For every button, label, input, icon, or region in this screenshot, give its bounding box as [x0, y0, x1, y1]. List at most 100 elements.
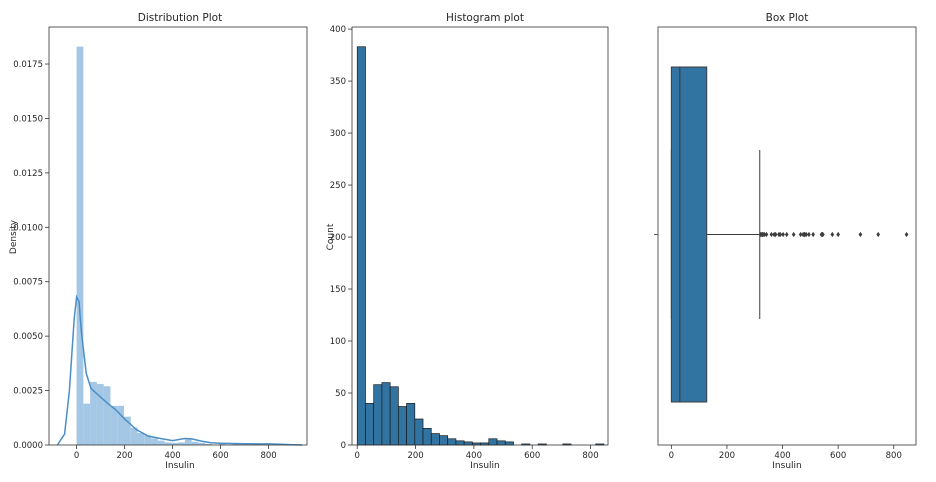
outlier-point — [769, 231, 774, 238]
outlier-point — [798, 231, 803, 238]
density-bar — [123, 416, 131, 445]
histogram-bar — [447, 438, 457, 446]
outlier-point — [781, 231, 785, 238]
iqr-box — [670, 66, 708, 403]
histogram-bar — [488, 438, 498, 446]
y-tick-label: 250 — [330, 181, 346, 191]
density-bar — [184, 439, 192, 445]
histogram-bar — [422, 428, 432, 446]
density-bar — [198, 442, 206, 445]
distribution-plot-ylabel: Density — [9, 219, 19, 254]
density-bar — [205, 443, 212, 445]
density-bar — [191, 441, 199, 445]
x-tick-label: 600 — [524, 451, 540, 461]
y-tick-label: 0.0075 — [13, 278, 43, 288]
outlier-point — [821, 231, 825, 238]
density-bar — [76, 46, 84, 445]
histogram-bar — [455, 440, 465, 446]
histogram-bar — [406, 403, 416, 446]
histogram-bar — [430, 433, 440, 446]
histogram-plot-ylabel: Count — [326, 223, 336, 250]
distribution-plot-frame — [48, 26, 308, 446]
density-bar — [83, 403, 91, 445]
outlier-point — [836, 231, 840, 238]
histogram-bar — [389, 386, 399, 446]
density-bar — [144, 435, 152, 445]
x-tick-label: 600 — [830, 451, 846, 461]
box-plot-frame — [657, 26, 917, 446]
histogram-bar — [496, 440, 506, 446]
distribution-plot-xlabel: Insulin — [165, 461, 194, 471]
x-tick-label: 200 — [407, 451, 423, 461]
density-bar — [171, 442, 179, 445]
x-tick-label: 200 — [116, 451, 132, 461]
outlier-point — [807, 231, 811, 238]
box-plot-title: Box Plot — [766, 12, 809, 24]
histogram-bar — [463, 441, 473, 446]
y-tick-label: 0.0125 — [13, 169, 43, 179]
density-bar — [110, 405, 118, 445]
y-tick-label: 100 — [330, 337, 346, 347]
outlier-point — [830, 231, 835, 238]
outlier-point — [762, 231, 767, 238]
histogram-bar — [504, 441, 514, 446]
density-bar — [137, 433, 145, 445]
distribution-plot-title: Distribution Plot — [138, 12, 222, 24]
outlier-point — [904, 231, 909, 238]
x-tick-label: 400 — [466, 451, 482, 461]
density-bar — [178, 442, 185, 445]
outlier-point — [858, 231, 863, 238]
histogram-bar — [414, 418, 424, 446]
x-tick-label: 400 — [774, 451, 790, 461]
y-tick-label: 0.0150 — [13, 114, 43, 124]
box-plot-panel: Box Plot Insulin 0 200 400 600 800 — [654, 12, 917, 471]
outlier-point — [773, 231, 778, 238]
density-bar — [117, 405, 124, 445]
histogram-bar — [439, 435, 449, 446]
density-bar — [103, 386, 111, 445]
y-tick-label: 300 — [330, 129, 346, 139]
y-tick-label: 350 — [330, 77, 346, 87]
y-tick-label: 50 — [335, 389, 346, 399]
y-tick-label: 0.0050 — [13, 332, 43, 342]
histogram-plot-panel: Histogram plot Insulin Count 0 200 400 600 8… — [326, 12, 609, 471]
y-tick-label: 0.0100 — [13, 223, 43, 233]
y-tick-label: 0.0000 — [13, 441, 43, 451]
x-tick-label: 800 — [886, 451, 902, 461]
outlier-point — [791, 231, 796, 238]
histogram-bar — [365, 403, 375, 446]
outlier-point — [764, 231, 769, 238]
outlier-point — [778, 231, 783, 238]
x-tick-label: 0 — [669, 451, 674, 461]
density-bar — [130, 427, 138, 445]
histogram-plot-frame — [351, 26, 609, 446]
x-tick-label: 800 — [582, 451, 598, 461]
histogram-bar — [373, 384, 383, 446]
y-tick-label: 200 — [330, 233, 346, 243]
x-tick-label: 400 — [164, 451, 180, 461]
outlier-point — [804, 231, 809, 238]
x-tick-label: 0 — [74, 451, 79, 461]
outlier-point — [876, 231, 881, 238]
y-tick-label: 0 — [341, 441, 346, 451]
kde-line — [56, 294, 303, 446]
box-plot-xlabel: Insulin — [772, 461, 801, 471]
outlier-point — [784, 231, 789, 238]
distribution-plot-panel: Distribution Plot Insulin Density 0 200 40… — [9, 12, 308, 471]
y-tick-label: 400 — [330, 25, 346, 35]
density-bar — [157, 440, 165, 445]
histogram-bar — [398, 406, 407, 446]
density-bar — [218, 443, 226, 445]
y-tick-label: 0.0025 — [13, 387, 43, 397]
density-bar — [164, 442, 172, 445]
density-bar — [232, 443, 240, 445]
density-bar — [96, 384, 104, 445]
density-bar — [151, 438, 158, 445]
outlier-point — [811, 231, 815, 238]
density-bar — [90, 381, 97, 445]
histogram-bar — [356, 46, 366, 446]
histogram-plot-title: Histogram plot — [446, 12, 524, 24]
x-tick-label: 800 — [260, 451, 276, 461]
